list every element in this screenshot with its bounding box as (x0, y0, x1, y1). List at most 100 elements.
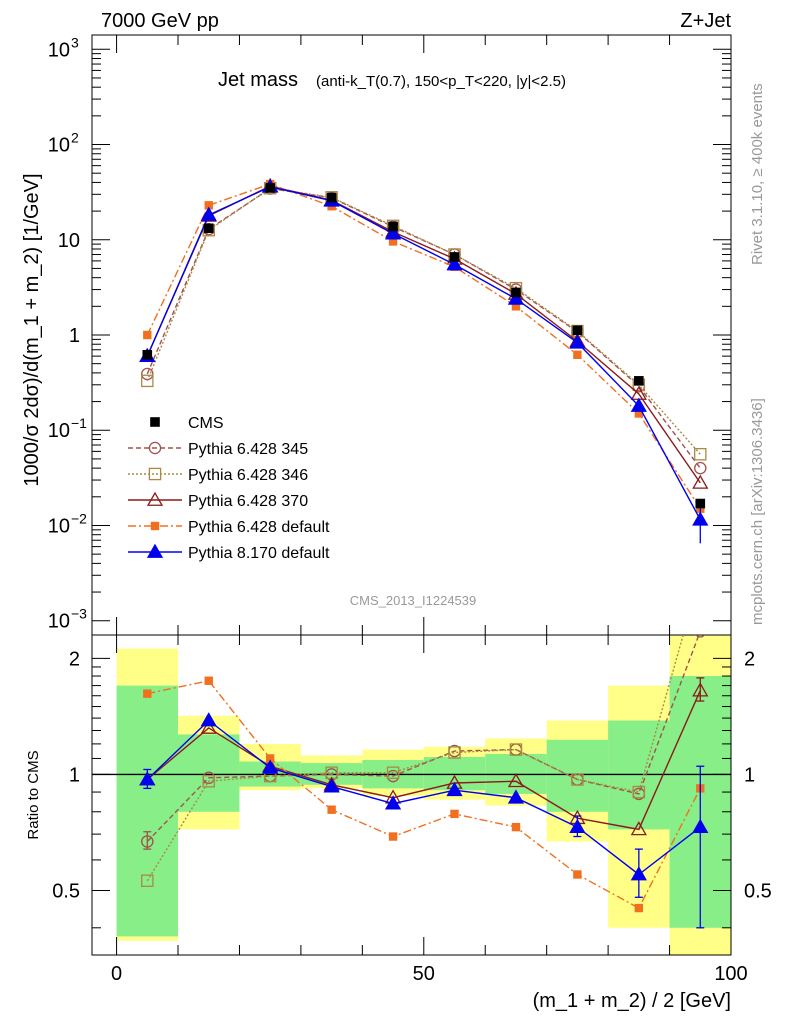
legend-marker (146, 543, 164, 558)
ratio-point (446, 781, 463, 797)
ratio-point (450, 809, 459, 819)
ratio-point (327, 805, 336, 814)
legend-label: Pythia 6.428 346 (188, 467, 308, 484)
ratio-point (632, 785, 646, 799)
y-tick-label-ratio-right: 1 (744, 764, 755, 786)
data-point (446, 256, 463, 271)
series-line (146, 187, 701, 469)
plot-title-main: Jet mass (218, 69, 298, 91)
ratio-point (143, 689, 152, 698)
data-point (384, 225, 402, 240)
y-tick-label-main: 10 (48, 515, 70, 537)
ratio-series (139, 569, 709, 929)
ratio-point (265, 754, 275, 763)
y-tick-label-ratio-right: 0.5 (744, 880, 772, 902)
legend-entry-cms: CMS (150, 415, 224, 432)
y-tick-label-exponent: −1 (71, 415, 87, 431)
ratio-point (634, 903, 644, 913)
legend-marker (150, 521, 160, 531)
data-point (141, 374, 154, 388)
y-tick-label-ratio: 0.5 (52, 880, 80, 902)
x-axis-label: (m_1 + m_2) / 2 [GeV] (533, 990, 731, 1012)
ratio-line (146, 690, 701, 831)
ratio-point (200, 719, 217, 734)
y-tick-label-main: 10 (48, 611, 70, 633)
series-pythia-6-428-346 (141, 181, 707, 461)
ratio-line (146, 635, 700, 842)
ratio-point (141, 874, 154, 887)
ratio-point (202, 775, 215, 788)
legend-marker (148, 441, 162, 455)
ratio-point (507, 772, 525, 788)
cms-data-point (203, 223, 214, 234)
ratio-point (509, 743, 523, 756)
cms-data-point (265, 183, 275, 193)
plot-title-detail: (anti-k_T(0.7), 150<p_T<220, |y|<2.5) (316, 73, 566, 90)
y-tick-label-exponent: −3 (71, 606, 87, 622)
data-point (573, 350, 582, 359)
side-rivet-label: Rivet 3.1.10, ≥ 400k events (749, 83, 766, 265)
x-tick-label: 50 (413, 963, 435, 985)
series-line (146, 185, 701, 484)
y-tick-label-exponent: 2 (71, 130, 79, 146)
y-axis-label-ratio: Ratio to CMS (25, 750, 42, 839)
cms-data-point (572, 325, 583, 336)
series-pythia-6-428-345 (141, 182, 707, 475)
data-point (507, 290, 525, 305)
ratio-plot-frame (91, 634, 732, 956)
ratio-band-green (546, 739, 609, 812)
cms-data-point (326, 192, 337, 203)
ratio-line (146, 719, 701, 876)
data-point (200, 206, 217, 221)
data-point (143, 330, 152, 340)
series-line (146, 183, 701, 510)
ratio-point (384, 795, 402, 810)
data-point (694, 461, 707, 475)
legend-label: CMS (188, 415, 224, 432)
data-point (141, 367, 154, 381)
energy-label: 7000 GeV pp (101, 10, 219, 32)
ratio-point (262, 759, 279, 774)
y-axis-label-main: 1000/σ 2dσ)/d(m_1 + m_2) [1/GeV] (21, 173, 43, 486)
series-pythia-6-428-default (143, 179, 705, 513)
data-point (569, 334, 586, 349)
main-series (139, 177, 709, 544)
data-point (694, 447, 707, 461)
ratio-point (507, 789, 525, 804)
data-point (204, 201, 213, 210)
ratio-point (509, 743, 523, 756)
legend-marker (150, 417, 160, 427)
legend-label: Pythia 6.428 370 (188, 493, 308, 510)
y-tick-label-exponent: 3 (71, 34, 79, 50)
cms-data-point (634, 376, 644, 386)
cms-data-point (142, 349, 153, 360)
y-tick-label-main: 10 (58, 230, 80, 252)
process-label: Z+Jet (680, 10, 731, 32)
x-tick-label: 0 (111, 963, 122, 985)
ratio-pythia-8-170-default (139, 712, 709, 881)
data-point (630, 397, 647, 412)
legend-label: Pythia 6.428 345 (188, 441, 308, 458)
legend-entry: Pythia 6.428 default (128, 519, 330, 536)
ratio-uncertainty-bands (92, 635, 731, 955)
y-tick-label-ratio-right: 2 (744, 648, 755, 670)
legend-label: Pythia 8.170 default (188, 545, 330, 562)
y-tick-label-main: 10 (48, 420, 70, 442)
ratio-point (571, 773, 584, 786)
cms-data-point (449, 252, 460, 262)
ratio-point (323, 778, 340, 793)
legend-marker (148, 467, 162, 481)
y-tick-label-ratio: 1 (69, 764, 80, 786)
y-tick-label-exponent: −2 (71, 510, 87, 526)
legend-marker (146, 491, 164, 506)
cms-data-point (695, 498, 706, 509)
ratio-point (695, 569, 706, 580)
data-point (692, 474, 709, 489)
legend: CMS Pythia 6.428 345 Pythia 6.428 346 Pythi… (128, 415, 330, 562)
ratio-point (200, 712, 217, 727)
y-tick-label-main: 10 (48, 39, 70, 61)
cms-data-point (511, 287, 521, 298)
analysis-id: CMS_2013_I1224539 (350, 593, 477, 608)
